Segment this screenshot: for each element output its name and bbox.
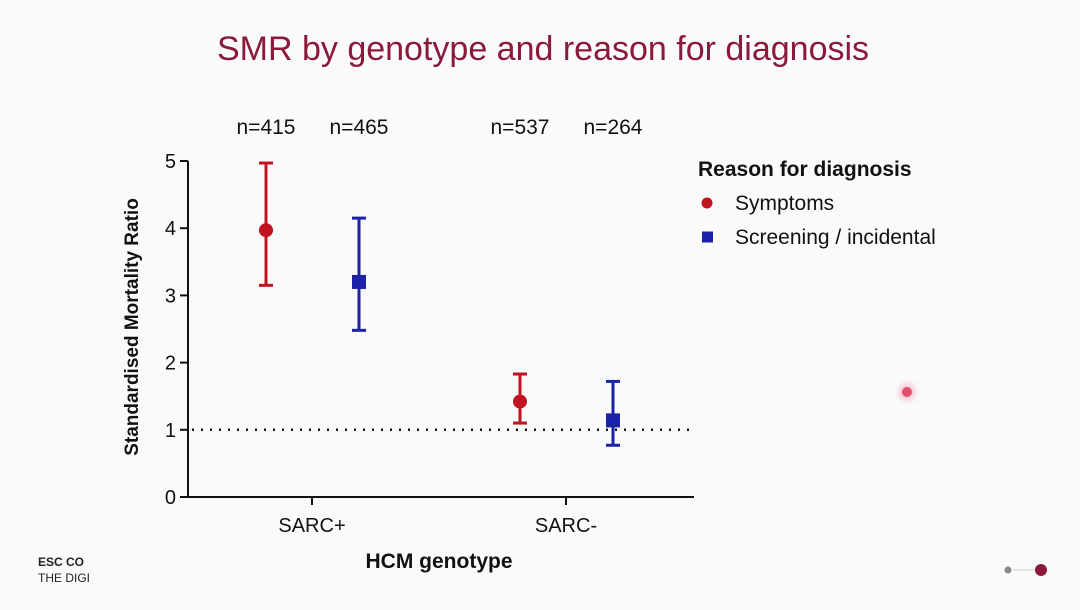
nav-dot-current[interactable] (1035, 564, 1047, 576)
y-tick-label: 5 (165, 151, 176, 173)
legend-title: Reason for diagnosis (698, 158, 912, 181)
sample-size-label: n=415 (237, 116, 296, 139)
nav-dot-previous[interactable] (1004, 566, 1012, 574)
legend-label: Screening / incidental (735, 226, 936, 249)
legend-marker-screening (702, 231, 713, 243)
y-tick-label: 1 (165, 420, 176, 442)
laser-pointer-dot (902, 387, 912, 397)
sample-size-label: n=264 (584, 116, 643, 139)
footer-logo: ESC CO THE DIGI (38, 554, 90, 586)
y-tick-label: 2 (165, 353, 176, 375)
y-tick-label: 0 (165, 487, 176, 509)
data-point-screening (606, 413, 620, 428)
sample-size-label: n=537 (491, 116, 550, 139)
x-tick-label: SARC+ (278, 515, 345, 537)
sample-size-label: n=465 (330, 116, 389, 139)
y-axis-title: Standardised Mortality Ratio (122, 198, 143, 456)
data-point-symptoms (259, 223, 273, 238)
x-axis-title: HCM genotype (366, 550, 513, 573)
y-tick-label: 3 (165, 285, 176, 307)
footer-logo-line1: ESC CO (38, 555, 85, 569)
footer-logo-line2: THE DIGI (38, 571, 91, 585)
legend-label: Symptoms (735, 192, 834, 215)
y-tick-label: 4 (165, 218, 176, 240)
data-point-symptoms (513, 394, 527, 409)
legend-marker-symptoms (701, 197, 713, 209)
slide-navigation[interactable] (1000, 560, 1052, 580)
chart-title: SMR by genotype and reason for diagnosis (216, 30, 870, 68)
data-point-screening (352, 274, 366, 289)
x-tick-label: SARC- (535, 515, 597, 537)
